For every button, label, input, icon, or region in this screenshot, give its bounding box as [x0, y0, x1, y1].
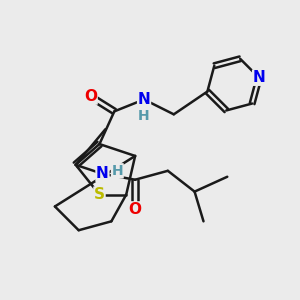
Text: N: N [253, 70, 266, 85]
Text: H: H [112, 164, 123, 178]
Text: O: O [129, 202, 142, 217]
Text: S: S [94, 187, 105, 202]
Text: O: O [84, 89, 97, 104]
Text: H: H [138, 109, 150, 123]
Text: N: N [138, 92, 150, 107]
Text: N: N [96, 166, 109, 181]
